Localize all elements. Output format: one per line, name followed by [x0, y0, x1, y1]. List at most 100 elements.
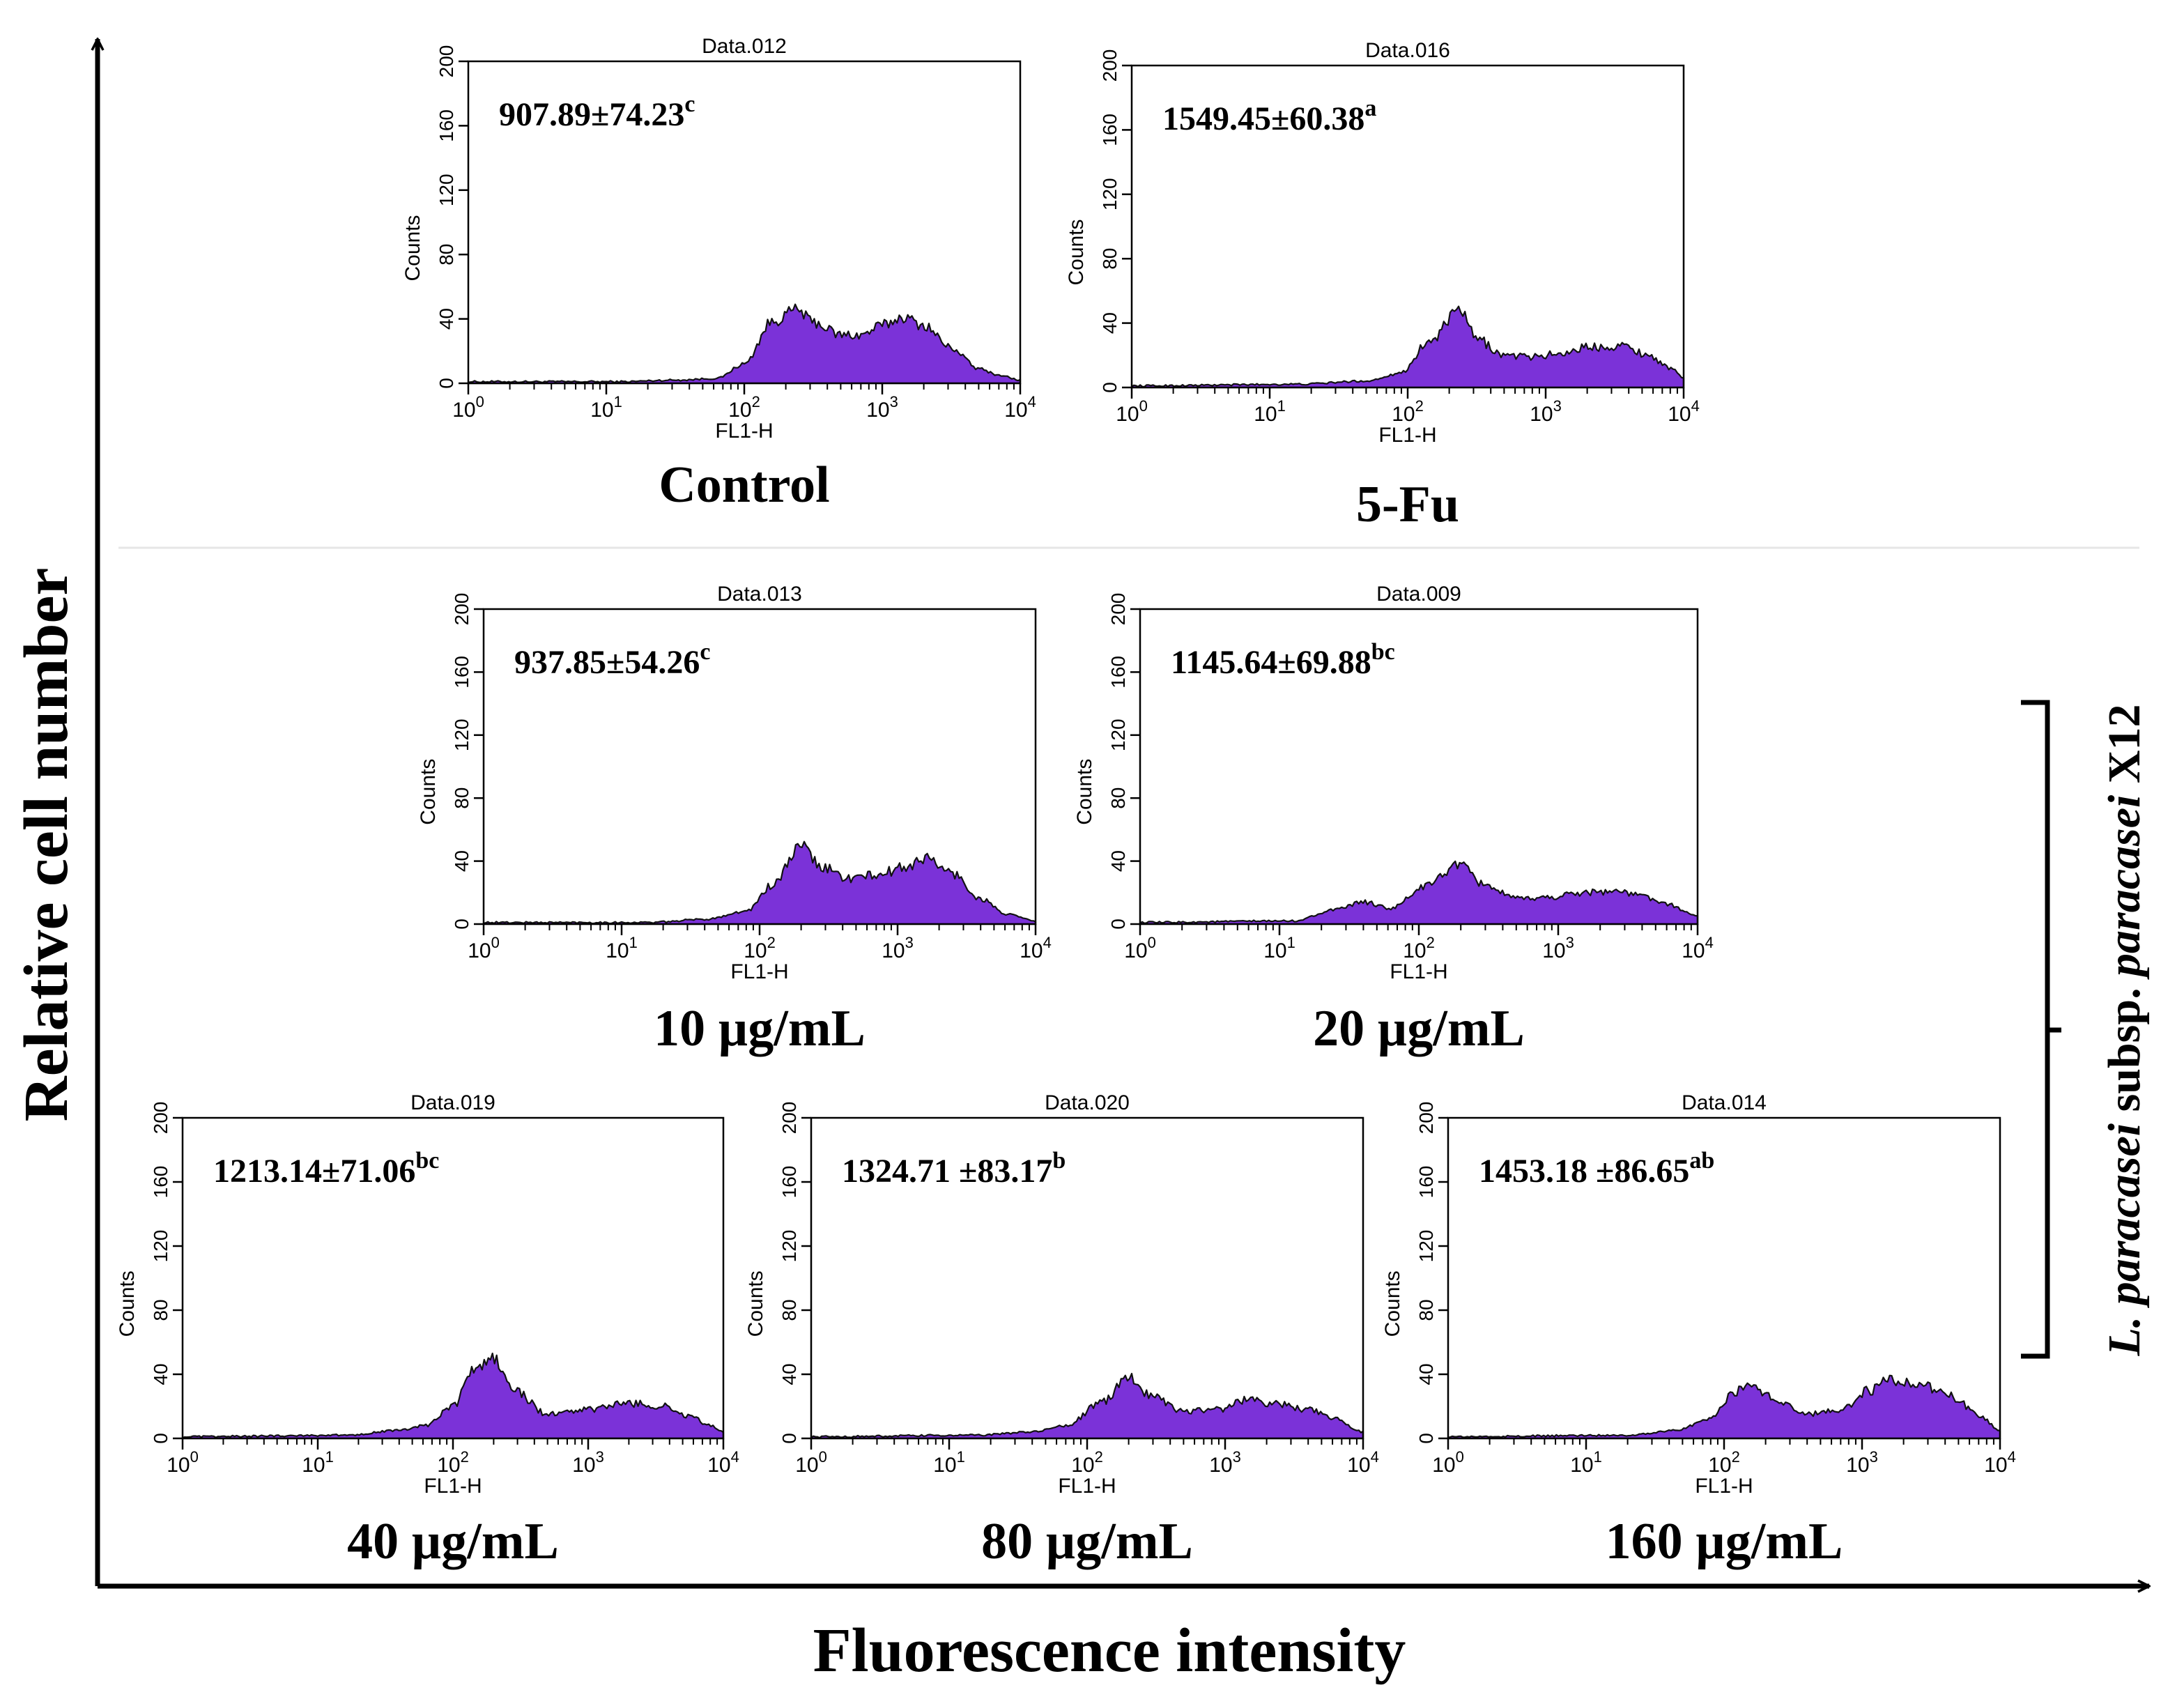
x-tick-exponent: 4: [2008, 1448, 2016, 1466]
x-tick-exponent: 1: [325, 1448, 334, 1466]
x-tick-label: 100: [1124, 934, 1156, 962]
x-tick-base: 10: [1668, 403, 1691, 426]
x-tick-exponent: 3: [905, 934, 914, 951]
y-tick-label: 160: [778, 1166, 800, 1199]
histogram-area: [467, 303, 1022, 385]
mean-value: 907.89±74.23: [499, 96, 684, 133]
x-tick-label: 102: [1071, 1448, 1103, 1477]
x-tick-label: 102: [744, 934, 776, 962]
x-tick-exponent: 3: [1553, 397, 1562, 415]
x-tick-base: 10: [167, 1454, 190, 1477]
panel-title: Data.012: [702, 35, 787, 58]
x-tick-base: 10: [933, 1454, 956, 1477]
y-tick-label: 160: [436, 109, 457, 142]
x-tick-exponent: 3: [1870, 1448, 1878, 1466]
x-tick-label: 101: [1570, 1448, 1602, 1477]
x-tick-base: 10: [606, 939, 629, 962]
y-tick-label: 40: [1415, 1363, 1437, 1385]
panel-title: Data.020: [1045, 1091, 1130, 1114]
panel-caption: 5-Fu: [1356, 476, 1459, 533]
x-tick-label: 103: [882, 934, 914, 962]
x-tick-label: 100: [1116, 397, 1148, 426]
x-tick-base: 10: [1071, 1454, 1094, 1477]
mean-value-annotation: 1549.45±60.38a: [1162, 95, 1376, 137]
y-tick-label: 80: [451, 787, 472, 809]
y-axis-title: Counts: [744, 1270, 767, 1337]
x-tick-label: 103: [866, 393, 898, 422]
y-axis-title: Counts: [1073, 759, 1096, 825]
x-tick-base: 10: [1682, 939, 1705, 962]
x-tick-label: 101: [933, 1448, 965, 1477]
x-tick-exponent: 1: [1277, 397, 1286, 415]
x-tick-base: 10: [866, 399, 889, 422]
y-tick-label: 160: [1107, 656, 1129, 689]
panel-caption: 80 µg/mL: [981, 1513, 1193, 1570]
y-tick-label: 80: [1099, 248, 1121, 270]
x-tick-base: 10: [1542, 939, 1565, 962]
y-tick-label: 120: [1415, 1230, 1437, 1263]
x-tick-label: 103: [1542, 934, 1574, 962]
y-tick-label: 160: [150, 1166, 171, 1199]
group-label-subsp: subsp.: [2099, 976, 2150, 1123]
x-tick-label: 100: [468, 934, 500, 962]
x-tick-base: 10: [1984, 1454, 2007, 1477]
x-tick-label: 104: [1984, 1448, 2016, 1477]
x-tick-base: 10: [1392, 403, 1415, 426]
mean-value-annotation: 937.85±54.26c: [514, 639, 710, 681]
x-tick-base: 10: [1263, 939, 1286, 962]
x-tick-exponent: 4: [1705, 934, 1714, 951]
x-tick-exponent: 2: [1732, 1448, 1740, 1466]
panel-caption: 10 µg/mL: [654, 1000, 866, 1057]
x-axis-title: FL1-H: [424, 1475, 482, 1498]
y-tick-label: 80: [436, 244, 457, 266]
x-tick-label: 101: [590, 393, 622, 422]
x-tick-base: 10: [1020, 939, 1043, 962]
mean-value: 1324.71 ±83.17: [842, 1153, 1052, 1190]
significance-letter: c: [684, 91, 695, 117]
x-axis-title: FL1-H: [1058, 1475, 1116, 1498]
y-axis-title: Counts: [417, 759, 440, 825]
panel-title: Data.014: [1682, 1091, 1767, 1114]
x-tick-label: 104: [1004, 393, 1036, 422]
y-axis-title: Counts: [1381, 1270, 1404, 1337]
y-tick-label: 0: [436, 378, 457, 389]
x-tick-label: 102: [437, 1448, 469, 1477]
x-tick-base: 10: [882, 939, 905, 962]
x-tick-exponent: 0: [819, 1448, 827, 1466]
x-tick-label: 104: [1347, 1448, 1379, 1477]
x-tick-exponent: 2: [752, 393, 760, 410]
panel-caption: 20 µg/mL: [1313, 1000, 1525, 1057]
x-tick-base: 10: [437, 1454, 460, 1477]
x-tick-label: 102: [728, 393, 760, 422]
x-tick-exponent: 4: [1371, 1448, 1379, 1466]
x-tick-base: 10: [1708, 1454, 1731, 1477]
x-tick-base: 10: [452, 399, 475, 422]
y-axis-title: Counts: [116, 1270, 139, 1337]
x-tick-base: 10: [1004, 399, 1027, 422]
panel-title: Data.013: [717, 583, 802, 606]
x-axis-title: FL1-H: [1378, 424, 1436, 447]
y-tick-label: 160: [1099, 114, 1121, 146]
x-tick-base: 10: [1432, 1454, 1455, 1477]
y-tick-label: 0: [150, 1433, 171, 1444]
x-tick-label: 103: [1530, 397, 1562, 426]
mean-value: 937.85±54.26: [514, 644, 700, 681]
y-tick-label: 120: [1107, 718, 1129, 751]
mean-value-annotation: 1145.64±69.88bc: [1171, 639, 1395, 681]
y-tick-label: 200: [436, 45, 457, 78]
y-tick-label: 160: [451, 656, 472, 689]
x-tick-label: 104: [707, 1448, 739, 1477]
x-tick-exponent: 0: [1139, 397, 1148, 415]
x-axis-label: Fluorescence intensity: [813, 1616, 1406, 1685]
y-tick-label: 40: [778, 1363, 800, 1385]
x-tick-exponent: 3: [890, 393, 898, 410]
x-tick-label: 100: [167, 1448, 199, 1477]
significance-letter: a: [1364, 95, 1376, 121]
x-tick-base: 10: [1570, 1454, 1593, 1477]
group-label-subspecies: paracasei: [2099, 794, 2150, 980]
